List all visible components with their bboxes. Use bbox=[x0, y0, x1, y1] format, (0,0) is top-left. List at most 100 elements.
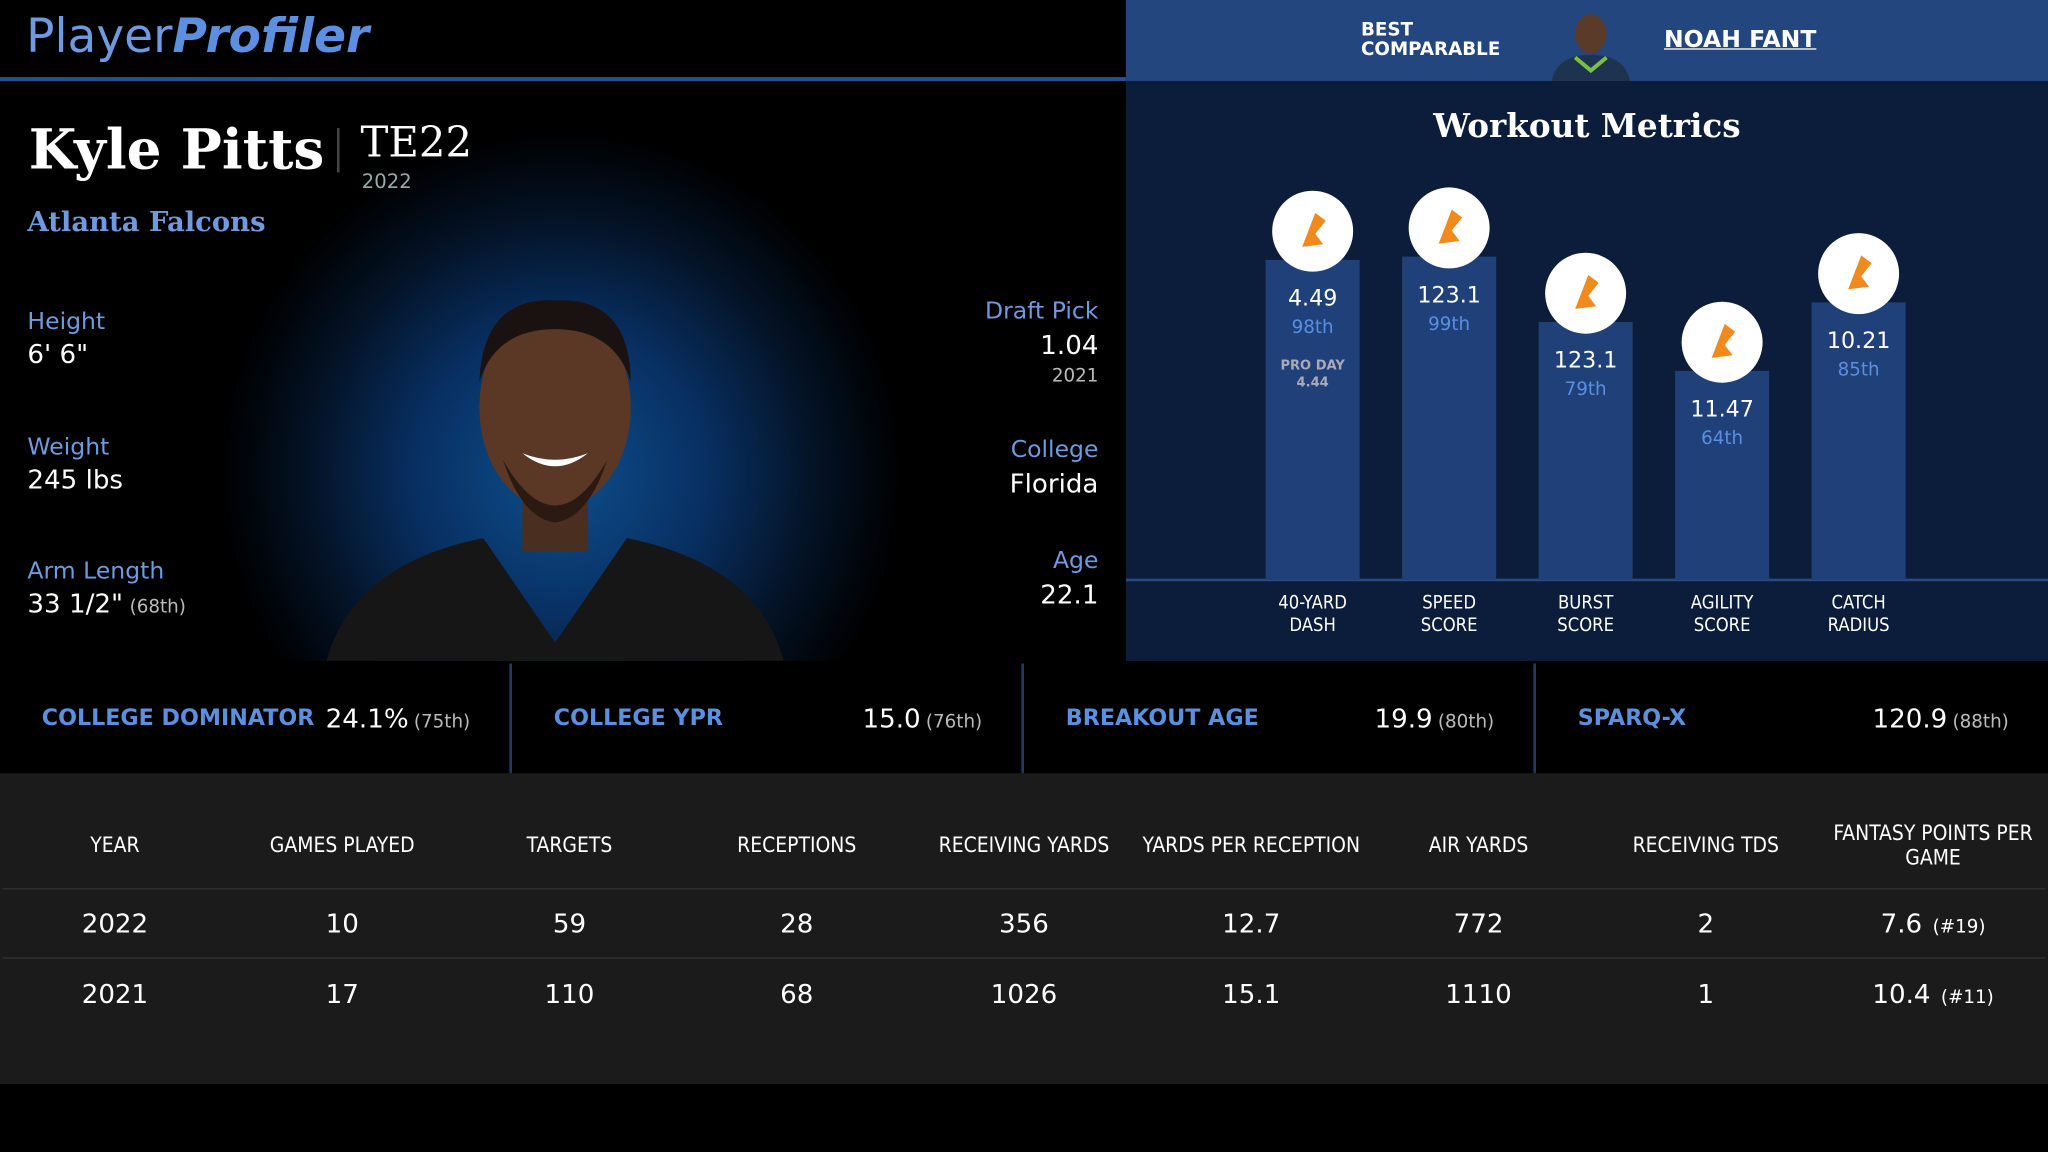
cell-value: 28 bbox=[780, 907, 814, 940]
pro-day-value: 4.44 bbox=[1297, 376, 1329, 391]
stat-cell: SPARQ-X 120.9 (88th) bbox=[1536, 664, 2048, 774]
stat-rank: (75th) bbox=[413, 711, 471, 733]
info-label: Height bbox=[27, 308, 106, 336]
logo-text: Player bbox=[26, 10, 173, 64]
divider bbox=[336, 127, 340, 173]
metric-icon-glyph bbox=[1438, 209, 1463, 244]
column-header: RECEIVING YARDS bbox=[938, 832, 1110, 858]
season: 2022 bbox=[361, 169, 412, 194]
stats-bar: COLLEGE DOMINATOR 24.1% (75th) COLLEGE YPR 1… bbox=[0, 663, 2048, 774]
cell-value: 68 bbox=[780, 978, 814, 1010]
info-note: 2021 bbox=[1051, 365, 1099, 387]
table-cell: 356 bbox=[910, 908, 1137, 939]
cell-value: 59 bbox=[552, 907, 587, 940]
player-panel: Kyle Pitts TE22 2022 Atlanta Falcons Hei… bbox=[0, 80, 1126, 661]
stat-label: COLLEGE DOMINATOR bbox=[41, 705, 315, 732]
metric-label-box: 40-YARD DASH bbox=[1278, 593, 1347, 636]
column-header: AIR YARDS bbox=[1428, 832, 1529, 858]
workout-bar bbox=[1265, 259, 1360, 580]
table-cell: 15.1 bbox=[1138, 978, 1365, 1009]
metric-label-box: CATCH RADIUS bbox=[1828, 593, 1890, 636]
logo[interactable]: PlayerProfiler bbox=[26, 10, 369, 64]
comparable-photo bbox=[1551, 14, 1631, 81]
metric-icon-glyph bbox=[1575, 274, 1599, 309]
player-photo bbox=[326, 300, 784, 661]
metric-label: SPEED SCORE bbox=[1420, 592, 1478, 637]
column-header: YEAR bbox=[90, 832, 140, 858]
table-cell: 28 bbox=[683, 908, 910, 939]
info-label: Age bbox=[1052, 547, 1099, 575]
metric-percentile: 85th bbox=[1838, 360, 1880, 381]
metric-icon-glyph bbox=[1302, 212, 1326, 247]
logo-text: Profiler bbox=[172, 10, 370, 64]
metric-percentile: 99th bbox=[1428, 314, 1470, 335]
workout-bar bbox=[1811, 302, 1906, 580]
position: TE22 bbox=[360, 117, 473, 168]
table-cell: 2021 bbox=[1, 978, 228, 1009]
info-value: 6' 6" bbox=[27, 338, 89, 370]
column-header: GAMES PLAYED bbox=[269, 832, 415, 858]
stat-value-row: 19.9 (80th) bbox=[1375, 703, 1495, 734]
info-label: Weight bbox=[27, 433, 110, 462]
table-cell: 1026 bbox=[910, 978, 1137, 1009]
player-name: Kyle Pitts bbox=[28, 117, 325, 182]
comparable-label: BEST COMPARABLE bbox=[1360, 19, 1501, 61]
metric-value: 123.1 bbox=[1554, 348, 1618, 374]
team[interactable]: Atlanta Falcons bbox=[27, 205, 266, 238]
metric-value: 123.1 bbox=[1417, 282, 1481, 308]
stat-value-row: 120.9 (88th) bbox=[1872, 703, 2008, 734]
info-label: Arm Length bbox=[27, 557, 165, 586]
info-value: Florida bbox=[1009, 467, 1099, 499]
stat-rank: (76th) bbox=[925, 711, 983, 733]
stat-value-row: 15.0 (76th) bbox=[863, 703, 983, 734]
table-cell: 12.7 bbox=[1138, 908, 1365, 939]
table-cell: 7.6 (#19) bbox=[1819, 908, 2046, 939]
metric-percentile: 98th bbox=[1292, 317, 1334, 338]
row-divider bbox=[2, 888, 2046, 890]
cell-value: 110 bbox=[544, 978, 595, 1010]
table-cell: 1110 bbox=[1365, 978, 1592, 1009]
cell-value: 12.7 bbox=[1222, 907, 1281, 940]
metric-label-box: BURST SCORE bbox=[1557, 593, 1614, 636]
stat-rank: (88th) bbox=[1952, 711, 2009, 733]
cell-value: 15.1 bbox=[1222, 978, 1281, 1010]
column-header: TARGETS bbox=[526, 832, 613, 858]
workout-bar bbox=[1402, 256, 1497, 580]
table-cell: 2022 bbox=[1, 908, 228, 939]
stat-label: SPARQ-X bbox=[1577, 705, 1687, 732]
cell-rank: (#19) bbox=[1932, 916, 1986, 938]
metric-label-box: AGILITY SCORE bbox=[1690, 592, 1754, 637]
header: PlayerProfiler bbox=[0, 0, 1126, 81]
stat-value: 24.1% bbox=[325, 702, 409, 735]
cell-value: 7.6 bbox=[1880, 907, 1923, 940]
info-value: 33 1/2" bbox=[27, 587, 124, 620]
workout-panel: Workout Metrics 4.49 98th PRO DAY 4.44 40-YA… bbox=[1125, 80, 2048, 661]
info-note: (68th) bbox=[129, 596, 186, 618]
workout-bar bbox=[1538, 321, 1633, 580]
cell-value: 1110 bbox=[1445, 978, 1512, 1010]
cell-rank: (#11) bbox=[1940, 987, 1994, 1009]
metric-value: 11.47 bbox=[1690, 397, 1754, 423]
metric-value: 4.49 bbox=[1288, 286, 1337, 312]
column-header: FANTASY POINTS PER GAME bbox=[1833, 820, 2033, 870]
cell-value: 1 bbox=[1697, 978, 1715, 1010]
table-cell: 772 bbox=[1365, 908, 1592, 939]
cell-value: 772 bbox=[1453, 907, 1504, 940]
stat-label: COLLEGE YPR bbox=[553, 705, 724, 732]
metric-label: AGILITY SCORE bbox=[1690, 592, 1754, 637]
metric-label-box: SPEED SCORE bbox=[1420, 592, 1478, 637]
table-cell: 59 bbox=[456, 908, 683, 939]
column-header: RECEIVING TDS bbox=[1632, 832, 1779, 858]
info-value-row: 245 lbs bbox=[27, 464, 123, 495]
table-cell: 10 bbox=[229, 908, 456, 939]
info-value: 22.1 bbox=[1040, 578, 1099, 610]
info-value-row: 33 1/2" (68th) bbox=[27, 588, 185, 619]
table-cell: 1 bbox=[1592, 978, 1819, 1009]
stat-cell: COLLEGE DOMINATOR 24.1% (75th) bbox=[0, 663, 512, 774]
cell-value: 2021 bbox=[81, 978, 149, 1010]
cell-value: 10.4 bbox=[1872, 978, 1931, 1010]
comparable-link[interactable]: NOAH FANT bbox=[1663, 26, 1817, 54]
table-cell: 2 bbox=[1592, 908, 1819, 939]
